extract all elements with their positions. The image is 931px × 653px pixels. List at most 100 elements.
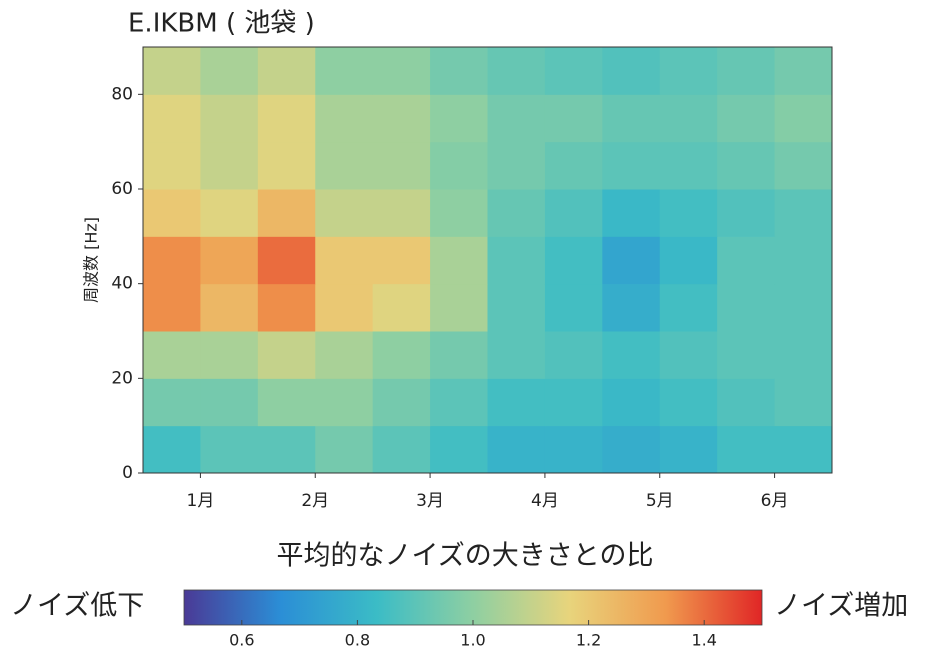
heatmap-cell <box>488 47 546 95</box>
heatmap-cell <box>373 94 431 142</box>
heatmap-cell <box>430 331 488 379</box>
heatmap-cell <box>602 236 660 284</box>
heatmap-cell <box>488 331 546 379</box>
heatmap-cell <box>315 47 373 95</box>
heatmap-cell <box>488 378 546 426</box>
heatmap-cell <box>258 284 316 332</box>
heatmap-cell <box>545 47 603 95</box>
heatmap-cell <box>660 331 718 379</box>
heatmap-cell <box>315 378 373 426</box>
heatmap-cell <box>775 331 833 379</box>
heatmap-cell <box>775 142 833 190</box>
heatmap-cell <box>602 284 660 332</box>
x-tick-label: 3月 <box>416 491 444 511</box>
heatmap-cell <box>200 236 258 284</box>
heatmap-cell <box>258 331 316 379</box>
heatmap-cell <box>200 426 258 474</box>
heatmap-cell <box>660 94 718 142</box>
heatmap-cell <box>602 142 660 190</box>
heatmap-cell <box>717 94 775 142</box>
y-tick-label: 60 <box>111 179 133 199</box>
heatmap-cell <box>200 47 258 95</box>
heatmap-cell <box>775 284 833 332</box>
heatmap-cell <box>488 142 546 190</box>
heatmap-cell <box>660 426 718 474</box>
heatmap-cell <box>717 189 775 237</box>
heatmap-cell <box>200 284 258 332</box>
heatmap-cell <box>143 378 201 426</box>
y-tick-label: 80 <box>111 84 133 104</box>
heatmap-cell <box>717 331 775 379</box>
colorbar-tick-label: 1.2 <box>576 631 601 650</box>
heatmap-cell <box>373 426 431 474</box>
heatmap-cell <box>717 284 775 332</box>
heatmap-cell <box>545 189 603 237</box>
heatmap-cell <box>545 94 603 142</box>
heatmap-cell <box>430 94 488 142</box>
heatmap-cell <box>143 284 201 332</box>
heatmap-cell <box>143 426 201 474</box>
heatmap-cell <box>717 426 775 474</box>
heatmap-cell <box>602 426 660 474</box>
heatmap-cell <box>258 94 316 142</box>
heatmap-cell <box>258 189 316 237</box>
colorbar-tick-label: 0.8 <box>345 631 370 650</box>
heatmap-cell <box>258 378 316 426</box>
heatmap-cell <box>258 47 316 95</box>
heatmap-cell <box>660 189 718 237</box>
heatmap-cell <box>373 142 431 190</box>
heatmap-cell <box>717 236 775 284</box>
heatmap-cell <box>488 426 546 474</box>
heatmap-cell <box>775 94 833 142</box>
heatmap-cell <box>430 426 488 474</box>
heatmap-cell <box>488 284 546 332</box>
heatmap-cell <box>373 236 431 284</box>
heatmap-cell <box>315 189 373 237</box>
heatmap-cell <box>430 284 488 332</box>
colorbar-tick-label: 1.0 <box>460 631 485 650</box>
heatmap-cell <box>430 142 488 190</box>
heatmap-cell <box>373 331 431 379</box>
heatmap-cell <box>775 47 833 95</box>
heatmap-cell <box>430 236 488 284</box>
y-tick-label: 0 <box>122 463 133 483</box>
heatmap-cell <box>545 426 603 474</box>
heatmap-cell <box>315 331 373 379</box>
heatmap-cell <box>660 236 718 284</box>
heatmap-cell <box>143 142 201 190</box>
chart: E.IKBM ( 池袋 ) 周波数 [Hz] 平均的なノイズの大きさとの比 ノイ… <box>0 0 931 653</box>
x-tick-label: 1月 <box>187 491 215 511</box>
colorbar-high-label: ノイズ増加 <box>774 591 908 622</box>
heatmap-cell <box>143 236 201 284</box>
heatmap-cell <box>602 94 660 142</box>
colorbar <box>184 590 762 625</box>
heatmap-cell <box>545 284 603 332</box>
x-tick-label: 6月 <box>761 491 789 511</box>
y-tick-label: 20 <box>111 368 133 388</box>
heatmap-cell <box>143 47 201 95</box>
heatmap-cell <box>717 378 775 426</box>
x-tick-label: 4月 <box>531 491 559 511</box>
heatmap-cell <box>545 236 603 284</box>
heatmap-cell <box>660 47 718 95</box>
colorbar-title: 平均的なノイズの大きさとの比 <box>277 541 654 572</box>
y-axis-label: 周波数 [Hz] <box>82 217 101 303</box>
heatmap-cell <box>660 142 718 190</box>
colorbar-low-label: ノイズ低下 <box>10 591 144 622</box>
heatmap-cell <box>775 189 833 237</box>
heatmap-cell <box>545 331 603 379</box>
heatmap-cell <box>717 47 775 95</box>
heatmap-cell <box>373 189 431 237</box>
heatmap-cell <box>200 142 258 190</box>
heatmap-cell <box>315 94 373 142</box>
heatmap-cell <box>775 236 833 284</box>
heatmap-cell <box>717 142 775 190</box>
heatmap-cell <box>315 236 373 284</box>
heatmap-cell <box>315 284 373 332</box>
heatmap-cell <box>315 426 373 474</box>
heatmap-cell <box>258 236 316 284</box>
heatmap-cell <box>602 331 660 379</box>
heatmap-cell <box>488 189 546 237</box>
heatmap-cell <box>200 94 258 142</box>
heatmap-cell <box>602 189 660 237</box>
